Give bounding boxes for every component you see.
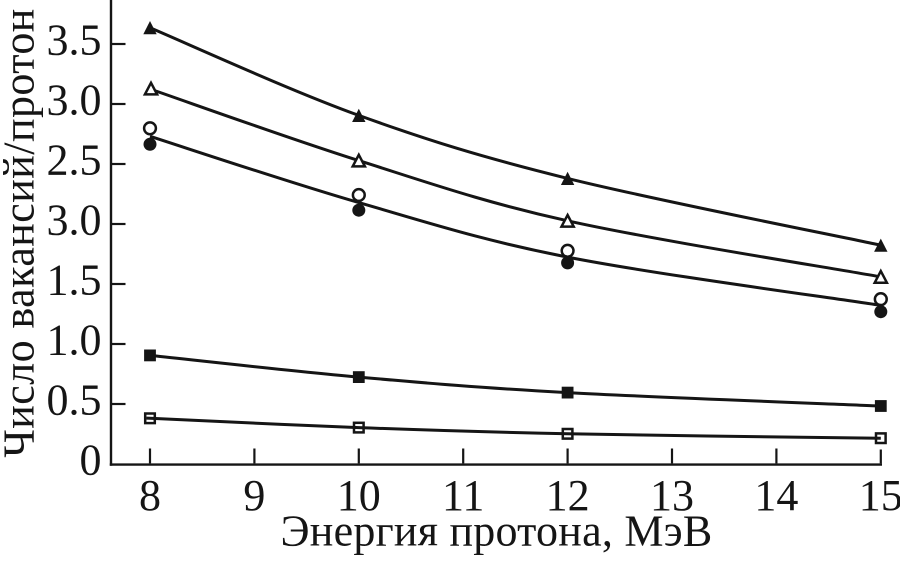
- svg-text:0: 0: [80, 436, 102, 485]
- svg-text:11: 11: [442, 471, 484, 520]
- svg-text:3.0: 3.0: [47, 76, 102, 125]
- svg-text:10: 10: [337, 471, 381, 520]
- svg-text:9: 9: [243, 471, 265, 520]
- svg-text:8: 8: [139, 471, 161, 520]
- svg-text:0.5: 0.5: [47, 376, 102, 425]
- svg-text:Энергия протона, МэВ: Энергия протона, МэВ: [280, 507, 712, 556]
- svg-text:1.0: 1.0: [47, 316, 102, 365]
- svg-text:14: 14: [754, 471, 798, 520]
- svg-text:3.0: 3.0: [47, 196, 102, 245]
- svg-text:12: 12: [546, 471, 590, 520]
- svg-text:15: 15: [859, 471, 900, 520]
- svg-text:1.5: 1.5: [47, 256, 102, 305]
- svg-text:13: 13: [650, 471, 694, 520]
- svg-text:Число вакансий/протон: Число вакансий/протон: [0, 8, 44, 458]
- svg-text:2.5: 2.5: [47, 136, 102, 185]
- svg-text:3.5: 3.5: [47, 16, 102, 65]
